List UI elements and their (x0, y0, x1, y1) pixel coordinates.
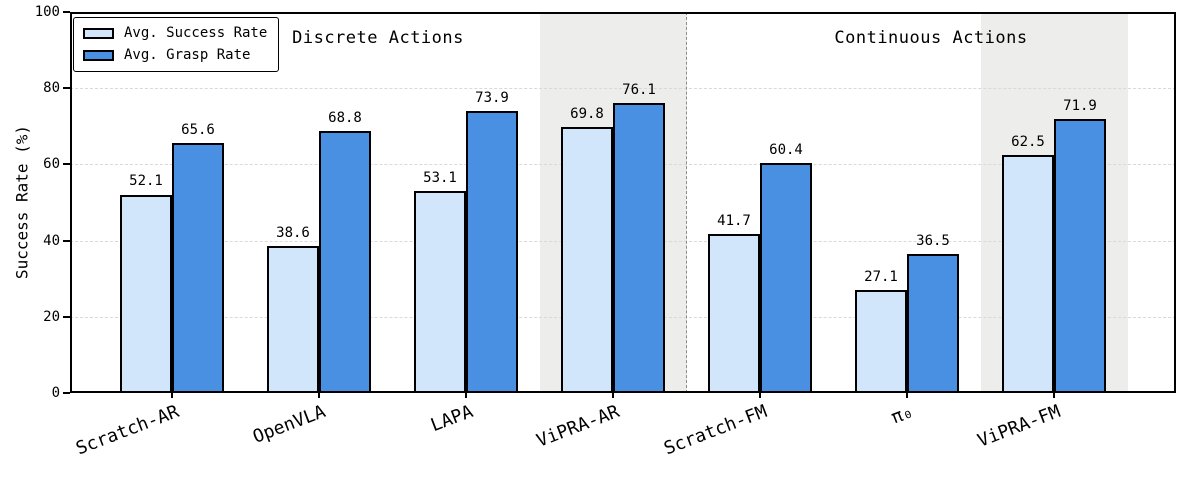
grasp-rate-swatch (83, 49, 114, 61)
bar-value-label: 53.1 (423, 169, 457, 186)
bar-value-label: 36.5 (916, 232, 950, 249)
x-tick-mark (1053, 393, 1055, 398)
x-tick-label: OpenVLA (250, 401, 329, 448)
bar-value-label: 65.6 (181, 122, 215, 139)
bar-value-label: 69.8 (570, 106, 604, 123)
success-rate-bar-π₀ (855, 289, 907, 393)
y-tick-mark (63, 239, 70, 242)
x-tick-label: ViPRA-FM (975, 401, 1064, 452)
success-rate-bar-ViPRA-FM (1002, 154, 1054, 393)
bar-value-label: 62.5 (1011, 133, 1045, 150)
x-tick-label: LAPA (427, 401, 476, 437)
y-axis-title: Success Rate (%) (12, 124, 32, 280)
bar-value-label: 41.7 (717, 213, 751, 230)
bar-value-label: 73.9 (475, 90, 509, 107)
y-tick-label-100: 100 (34, 4, 60, 20)
y-tick-mark (63, 315, 70, 318)
grasp-rate-bar-ViPRA-FM (1054, 119, 1106, 393)
success-rate-swatch (83, 27, 114, 39)
section-separator-line (685, 12, 687, 393)
bar-value-label: 52.1 (129, 173, 163, 190)
bar-value-label: 38.6 (276, 224, 310, 241)
success-rate-bar-Scratch-FM (708, 234, 760, 393)
x-tick-mark (612, 393, 614, 398)
success-rate-bar-ViPRA-AR (561, 127, 613, 393)
gridline-80 (70, 88, 1176, 90)
grasp-rate-bar-LAPA (466, 111, 518, 393)
success-rate-bar-Scratch-AR (120, 194, 172, 393)
legend-item-success-rate: Avg. Success Rate (83, 25, 267, 41)
y-tick-label-80: 80 (43, 80, 60, 97)
success-rate-bar-OpenVLA (267, 245, 319, 393)
y-tick-label-60: 60 (43, 156, 60, 173)
y-tick-label-20: 20 (43, 308, 60, 325)
bar-value-label: 71.9 (1063, 98, 1097, 115)
x-tick-label: ViPRA-AR (534, 401, 623, 452)
bar-value-label: 76.1 (622, 82, 656, 99)
bar-value-label: 60.4 (769, 141, 803, 158)
y-tick-mark (63, 11, 70, 13)
legend: Avg. Success Rate Avg. Grasp Rate (73, 17, 280, 72)
y-tick-mark (63, 163, 70, 166)
success-rate-bar-LAPA (414, 190, 466, 393)
y-tick-label-0: 0 (51, 385, 60, 401)
x-tick-mark (465, 393, 467, 398)
bar-value-label: 68.8 (328, 109, 362, 126)
grasp-rate-bar-OpenVLA (319, 130, 371, 393)
legend-label-grasp-rate: Avg. Grasp Rate (124, 47, 251, 63)
x-tick-label: Scratch-AR (72, 401, 182, 460)
grasp-rate-bar-ViPRA-AR (613, 103, 665, 393)
bar-value-label: 27.1 (864, 268, 898, 285)
x-tick-mark (171, 393, 173, 398)
legend-label-success-rate: Avg. Success Rate (124, 25, 268, 41)
section-title-continuous: Continuous Actions (834, 28, 1028, 48)
grasp-rate-bar-Scratch-FM (760, 162, 812, 393)
section-title-discrete: Discrete Actions (292, 28, 464, 48)
x-tick-mark (906, 393, 908, 398)
y-tick-label-40: 40 (43, 232, 60, 249)
x-tick-mark (759, 393, 761, 398)
x-tick-label: Scratch-FM (660, 401, 770, 460)
plot-area: Discrete Actions Continuous Actions 52.1… (70, 12, 1176, 393)
y-tick-mark (63, 392, 70, 394)
grasp-rate-bar-Scratch-AR (172, 143, 224, 393)
x-tick-mark (318, 393, 320, 398)
x-tick-label: π₀ (888, 401, 917, 429)
legend-item-grasp-rate: Avg. Grasp Rate (83, 47, 267, 63)
y-tick-mark (63, 87, 70, 90)
